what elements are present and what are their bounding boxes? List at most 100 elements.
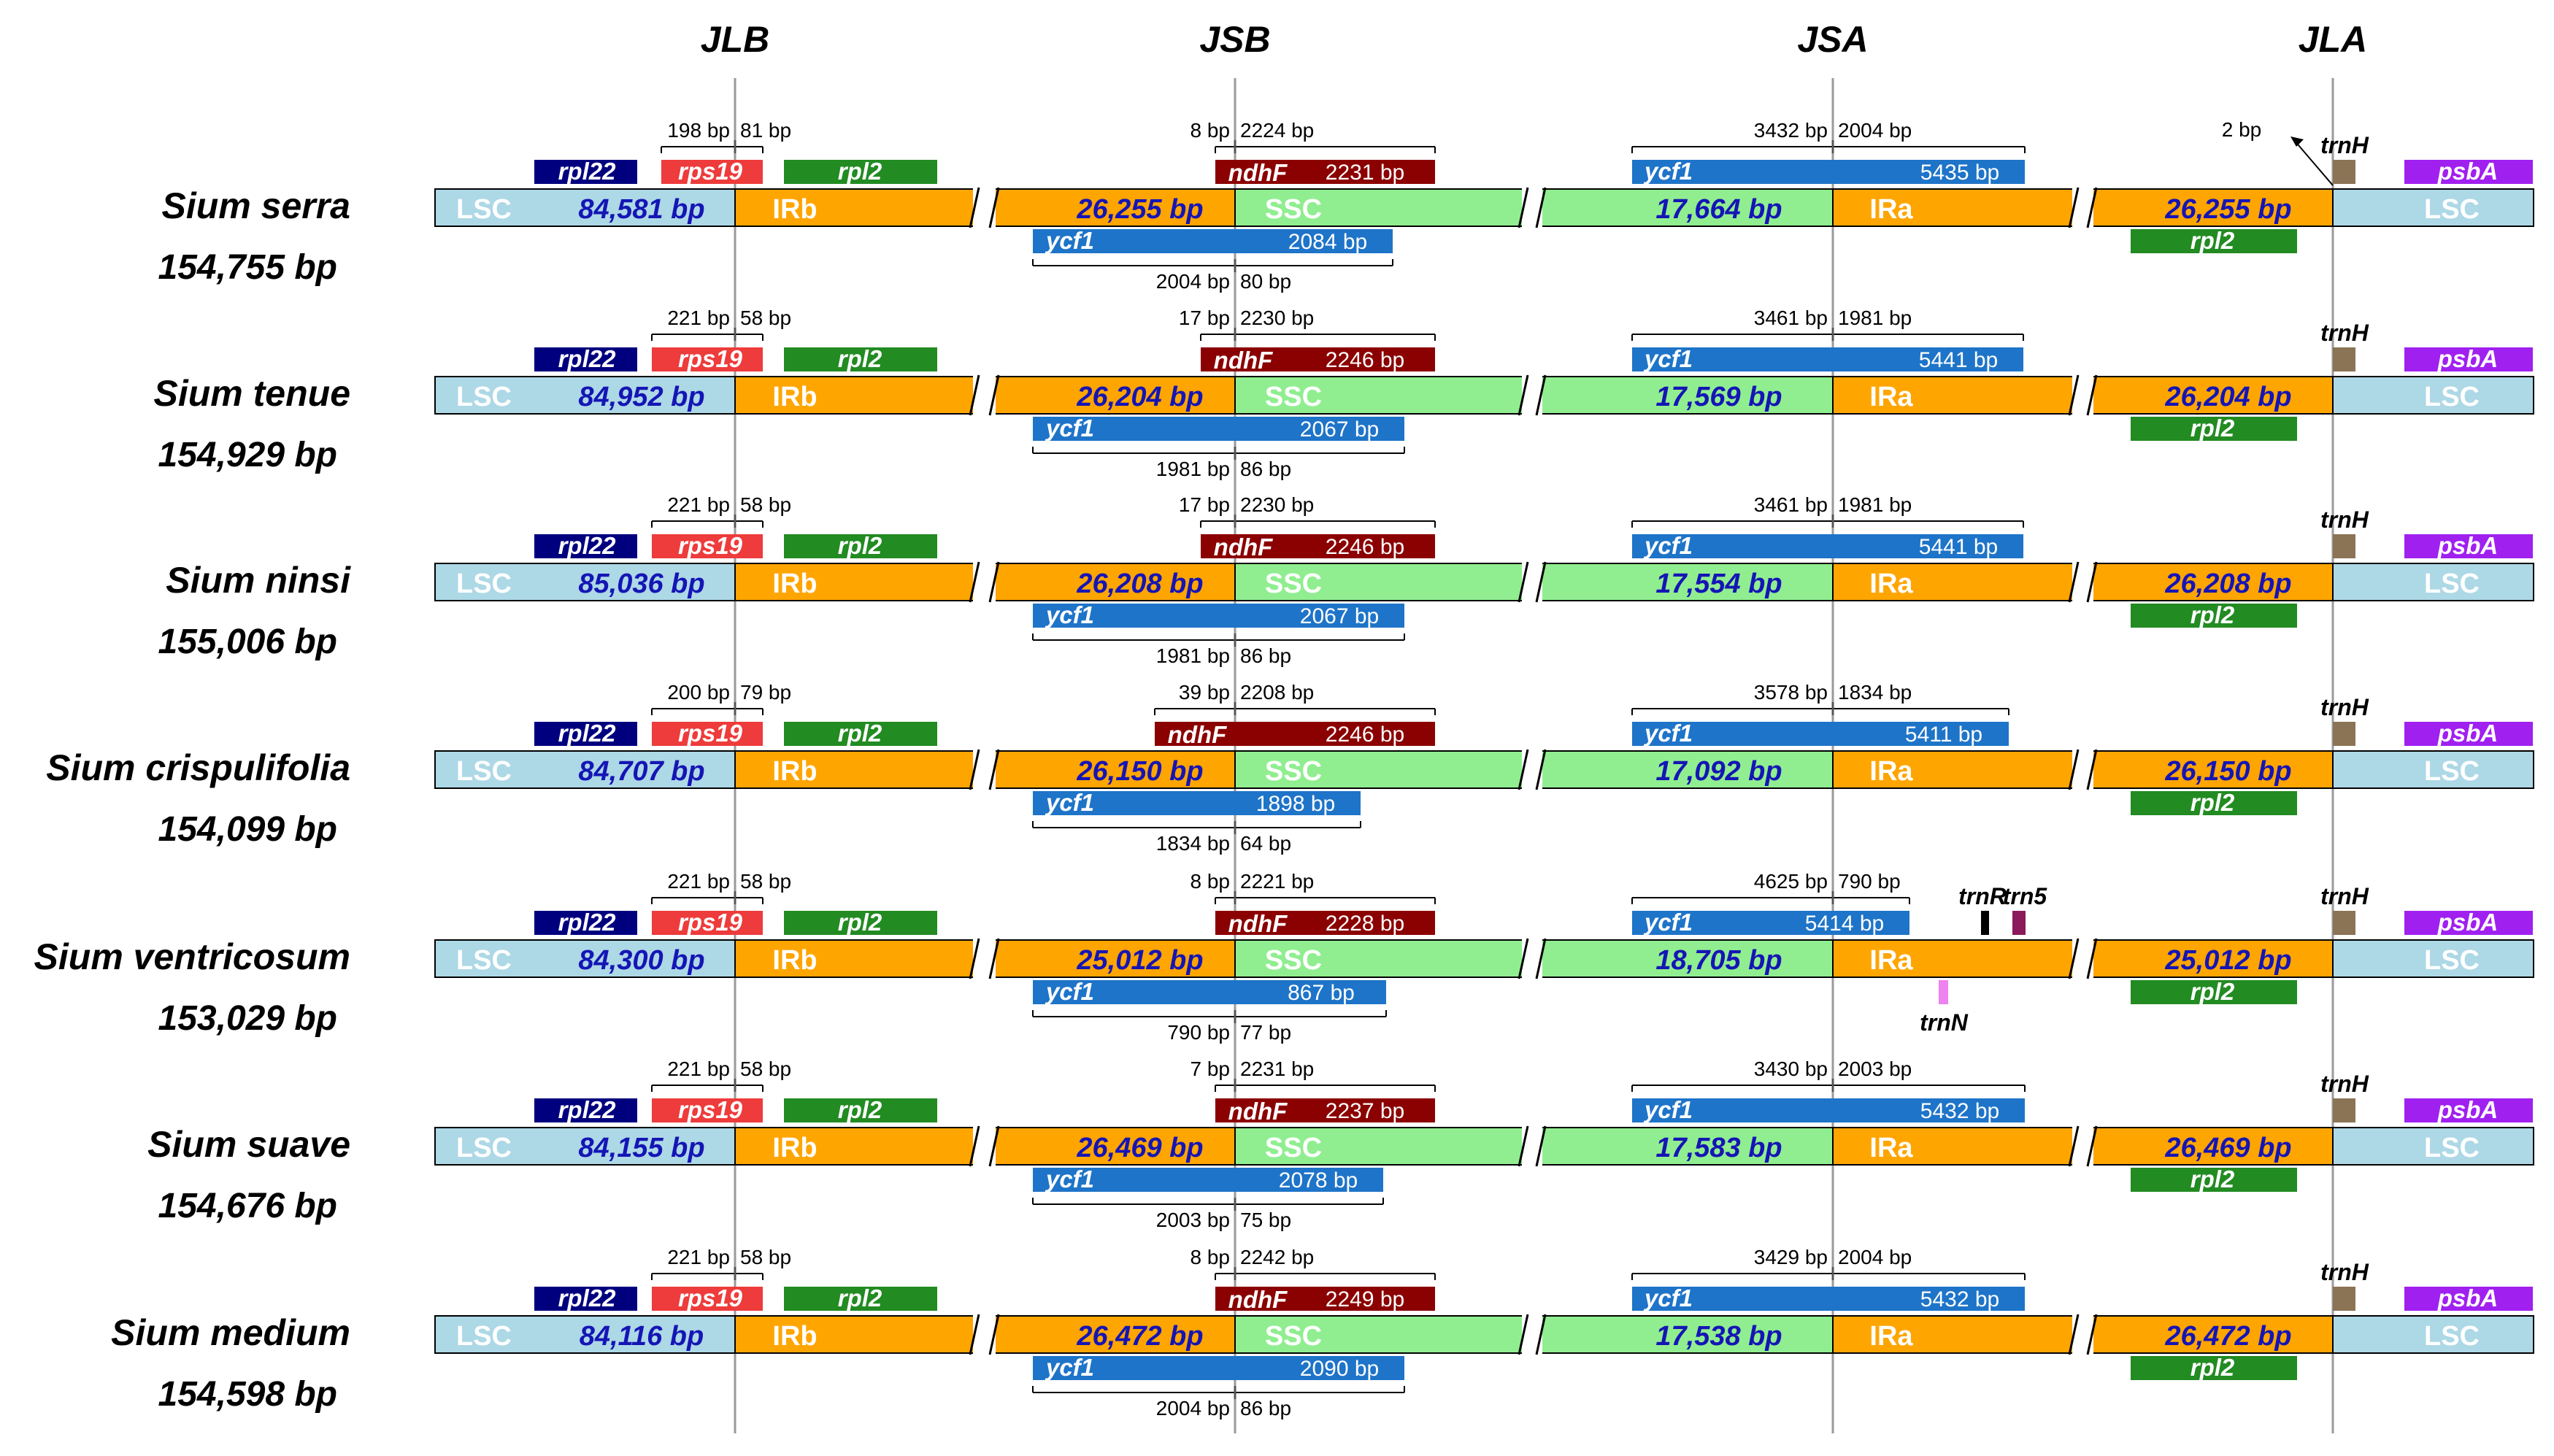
gene-rpl2-ira-label: rpl2 [2190,789,2235,816]
gene-ndhf-length: 2228 bp [1326,912,1404,936]
species-total-length: 154,676 bp [158,1187,337,1225]
region-label-ssc: SSC [1265,194,1322,225]
irb-segment [734,750,975,789]
region-label-lsc: LSC [2424,569,2480,599]
break-slash [1535,561,1547,603]
ira-segment [1832,376,2074,415]
lsc-length: 85,036 bp [578,569,704,599]
gene-trnh [2333,160,2355,184]
ir-length: 26,472 bp [1076,1321,1203,1352]
gene-ycf1-short-label: ycf1 [1045,601,1094,628]
gene-rpl22-label: rpl22 [558,909,617,936]
junction-label-jsa: JSA [1797,19,1868,60]
ir-length: 26,204 bp [1076,382,1203,412]
gene-ycf1-short-length: 867 bp [1288,981,1355,1005]
gene-ycf1-short [1033,604,1404,628]
gene-ycf1-short [1033,1356,1404,1380]
jsb-lower-left-length: 2004 bp [1156,270,1230,293]
gene-ycf1-short [1033,980,1386,1004]
gene-ycf1-short-label: ycf1 [1045,415,1094,442]
jsb-right-length: 2230 bp [1240,307,1314,329]
jsa-right-length: 2004 bp [1838,1246,1912,1268]
ssc-length: 18,705 bp [1655,945,1782,976]
gene-rpl2 [784,160,937,184]
bracket-jsb-upper [1154,702,1436,715]
bracket-jsa [1631,328,2024,341]
gene-ndhf [1215,1287,1435,1311]
gene-rps19-label: rps19 [678,720,743,747]
gene-rpl22 [534,1287,637,1311]
jlb-left-length: 221 bp [667,307,730,329]
gene-psba-label: psbA [2437,158,2499,185]
gene-ycf1-short-length: 2090 bp [1300,1357,1379,1381]
break-slash [969,749,980,790]
gene-ndhf [1215,160,1435,184]
lsc-segment-left [434,376,736,415]
ira-segment [1832,563,2074,601]
break-gap [973,937,996,980]
region-label-ssc: SSC [1265,945,1322,976]
break-mark [2068,1313,2098,1356]
ir-length: 26,469 bp [2164,1133,2291,1163]
bracket-jsb-lower [1032,821,1361,834]
break-mark [969,1125,1000,1168]
break-slash [2068,561,2080,603]
gene-rpl2-ira-label: rpl2 [2190,227,2235,254]
region-label-lsc: LSC [456,1321,512,1352]
jsb-lower-left-length: 2004 bp [1156,1397,1230,1420]
jlb-right-length: 58 bp [740,307,791,329]
gene-rps19 [652,534,763,558]
ir-length: 25,012 bp [2164,945,2291,976]
gene-trnr [1981,911,1989,935]
lsc-length: 84,300 bp [578,945,704,976]
bracket-jsa [1631,891,1910,904]
lsc-segment-right [2332,750,2534,789]
gene-rpl2-ira-label: rpl2 [2190,978,2235,1005]
break-mark [1518,1313,1547,1356]
ir-length: 26,255 bp [2164,194,2291,225]
break-mark [969,748,1000,791]
break-slash [969,1314,980,1355]
gene-rps19 [652,722,763,746]
gene-rpl2-label: rpl2 [838,909,882,936]
ssc-length: 17,554 bp [1655,569,1782,599]
jlb-right-length: 58 bp [740,1058,791,1080]
region-label-ira: IRa [1869,382,1913,412]
jsa-right-length: 2004 bp [1838,119,1912,142]
ssc-segment-left [1234,750,1524,789]
gene-ycf1-long-length: 5414 bp [1805,912,1884,936]
break-slash [1518,1314,1529,1355]
region-label-lsc: LSC [456,382,512,412]
ssc-segment-left [1234,1315,1524,1354]
gene-trnh-label: trnH [2320,506,2369,533]
region-label-lsc: LSC [2424,945,2480,976]
gene-rpl2-ira-label: rpl2 [2190,415,2235,442]
gene-ycf1-short-length: 2078 bp [1279,1168,1358,1193]
break-slash [1518,187,1529,228]
jlb-right-length: 79 bp [740,681,791,704]
break-slash [1535,938,1547,979]
gene-trnn-label: trnN [1920,1009,1969,1036]
ira-segment [1832,1127,2074,1166]
ir-length: 25,012 bp [1076,945,1203,976]
break-slash [1535,749,1547,790]
bracket-jsa [1631,1267,2026,1280]
bracket-jsb-upper [1215,140,1436,153]
irb-segment [734,1315,975,1354]
junction-label-jla: JLA [2299,19,2367,60]
gene-rpl2-ira [2131,604,2297,628]
gene-rpl2 [784,1287,937,1311]
jsa-left-length: 3461 bp [1754,307,1828,329]
break-mark [2068,937,2098,980]
break-mark [2068,374,2098,417]
break-mark [1518,561,1547,604]
gene-ycf1-short-label: ycf1 [1045,1354,1094,1381]
break-slash [988,187,1000,228]
gene-ycf1-long-length: 5441 bp [1919,535,1998,559]
bracket-jlb [661,140,763,153]
gene-psba [2404,160,2533,184]
jsa-left-length: 3578 bp [1754,681,1828,704]
bracket-jsb-upper [1215,1267,1436,1280]
break-slash [969,374,980,416]
